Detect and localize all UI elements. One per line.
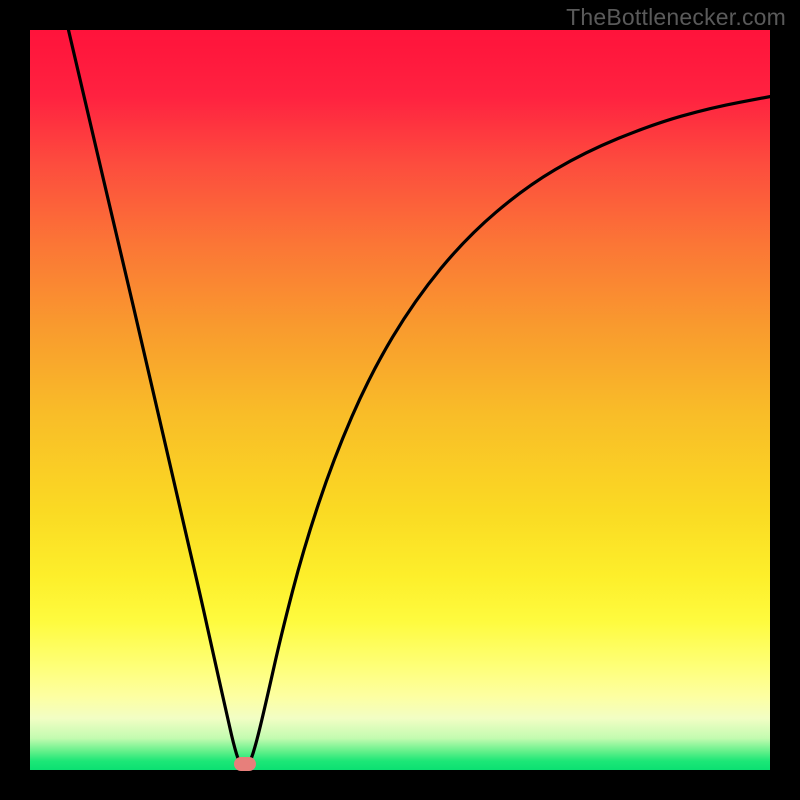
watermark-text: TheBottlenecker.com	[566, 4, 786, 31]
optimum-marker	[234, 757, 256, 771]
chart-container: TheBottlenecker.com	[0, 0, 800, 800]
plot-area	[30, 30, 770, 770]
bottleneck-curve	[30, 30, 770, 770]
